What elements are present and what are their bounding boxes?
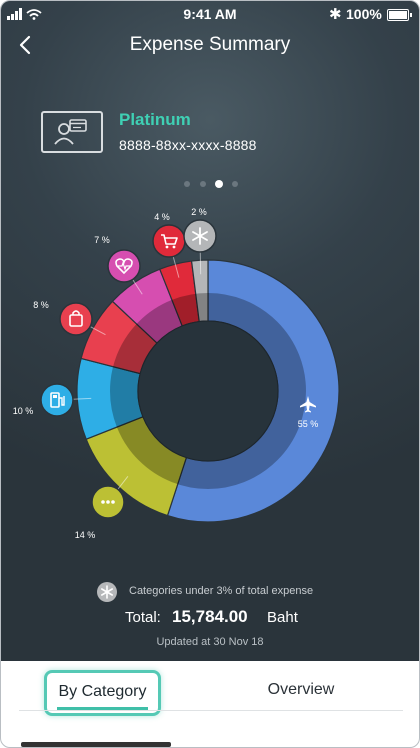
credit-card-icon [41,111,103,153]
airplane-icon [300,396,316,413]
pager-dot[interactable] [200,181,206,187]
pager-dot[interactable] [232,181,238,187]
tab-by-category-label: By Category [58,683,147,700]
back-chevron-icon[interactable] [13,31,41,59]
signal-wifi-icon [7,8,42,20]
card-name: Platinum [119,110,191,129]
donut-hole [137,320,279,462]
cart-icon[interactable] [152,224,186,258]
asterisk-icon[interactable] [183,219,217,253]
slice-percent-label: 10 % [13,406,34,416]
slice-percent-label: 2 % [191,207,207,217]
slice-percent-label: 7 % [94,235,110,245]
summary-hero: 9:41 AM ✱ 100% Expense Summary Platinum … [1,1,419,661]
pager-dot-active[interactable] [215,180,223,188]
tab-by-category[interactable]: By Category [44,670,161,716]
status-bar: 9:41 AM ✱ 100% [1,1,419,27]
asterisk-icon [97,582,117,602]
battery-percentage: 100% [346,6,382,22]
slice-percent-label: 55 % [298,419,319,429]
divider [19,710,403,711]
slice-percent-label: 4 % [154,212,170,222]
total-label: Total: [125,609,161,626]
minor-categories-note: Categories under 3% of total expense [129,585,314,597]
total-amount: 15,784.00 [172,607,248,626]
slice-percent-label: 8 % [33,300,49,310]
list-item-partial [21,742,321,747]
shopping-bag-icon[interactable] [59,302,93,336]
heart-icon[interactable] [107,249,141,283]
total-currency: Baht [267,609,298,626]
bluetooth-icon: ✱ [329,6,342,23]
fuel-icon[interactable] [40,383,74,417]
status-time: 9:41 AM [183,6,237,22]
expense-donut-chart: 55 % 14 % 10 % 8 % 7 % 4 % 2 % [13,207,340,540]
active-tab-indicator [57,707,148,710]
pager-dot[interactable] [184,181,190,187]
slice-percent-label: 14 % [75,530,96,540]
tab-bar: By Category Overview [1,661,419,716]
updated-timestamp: Updated at 30 Nov 18 [156,636,264,648]
donut-inner-shade [110,293,306,489]
card-number: 8888-88xx-xxxx-8888 [119,137,257,153]
more-icon[interactable] [91,485,125,519]
battery-icon [387,9,412,21]
tab-overview[interactable]: Overview [267,681,335,698]
page-title: Expense Summary [129,34,291,55]
